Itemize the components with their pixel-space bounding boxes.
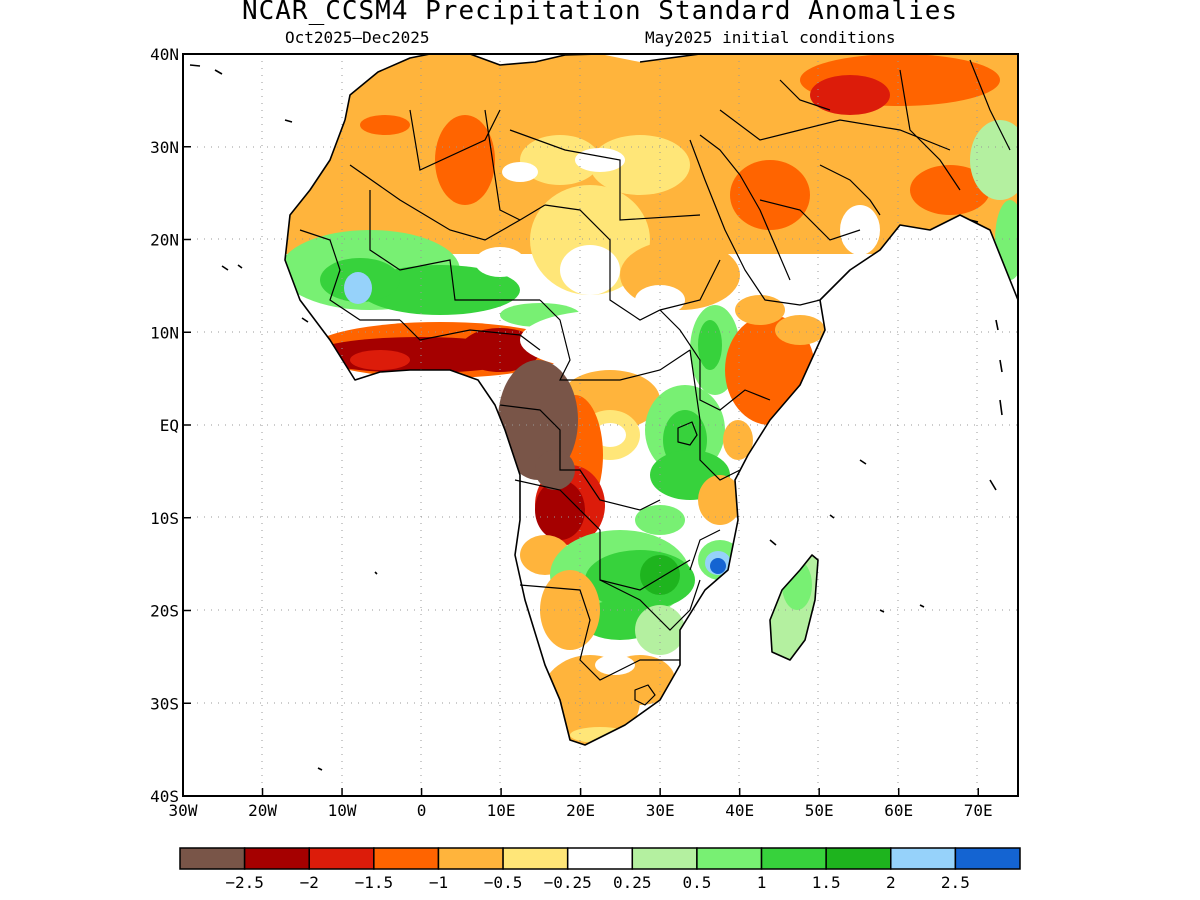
colorbar-swatch <box>826 848 891 869</box>
lon-tick-label: 10W <box>328 801 357 820</box>
lon-tick-label: 60E <box>884 801 913 820</box>
lat-tick-label: EQ <box>160 416 179 435</box>
lat-tick-label: 30S <box>150 694 179 713</box>
lon-tick-label: 10E <box>487 801 516 820</box>
lon-tick-label: 20E <box>566 801 595 820</box>
colorbar-swatch <box>245 848 310 869</box>
colorbar-label: −0.5 <box>484 873 523 892</box>
lon-tick-label: 40E <box>725 801 754 820</box>
lat-tick-label: 20S <box>150 602 179 621</box>
lat-tick-label: 30N <box>150 138 179 157</box>
colorbar-label: 0.5 <box>682 873 711 892</box>
lon-tick-label: 30E <box>646 801 675 820</box>
colorbar-swatch <box>374 848 439 869</box>
lon-tick-label: 0 <box>417 801 427 820</box>
colorbar-swatch <box>438 848 503 869</box>
lat-tick-label: 10S <box>150 509 179 528</box>
colorbar-label: −1 <box>429 873 448 892</box>
colorbar-label: 0.25 <box>613 873 652 892</box>
lon-tick-label: 70E <box>964 801 993 820</box>
colorbar-swatch <box>503 848 568 869</box>
colorbar-label: −0.25 <box>544 873 592 892</box>
colorbar-swatch <box>955 848 1020 869</box>
colorbar-swatch <box>891 848 956 869</box>
colorbar-swatch <box>180 848 245 869</box>
lon-tick-label: 20W <box>248 801 277 820</box>
colorbar-swatch <box>632 848 697 869</box>
colorbar-legend: −2.5 −2 −1.5 −1 −0.5 −0.25 0.25 0.5 1 1.5 2 2.5 <box>180 848 1020 892</box>
lon-tick-label: 30W <box>169 801 198 820</box>
colorbar-swatch <box>762 848 827 869</box>
colorbar-label: −2 <box>300 873 319 892</box>
map-frame-area <box>183 54 1030 796</box>
colorbar-swatch <box>568 848 633 869</box>
colorbar-label: 1 <box>757 873 767 892</box>
longitude-axis: 30W 20W 10W 0 10E 20E 30E 40E 50E 60E 70E <box>169 788 993 820</box>
lon-tick-label: 50E <box>805 801 834 820</box>
anomaly-map: 40N30N20N10NEQ10S20S30S40S 30W 20W 10W 0 10E… <box>0 0 1200 900</box>
colorbar-label: −1.5 <box>355 873 394 892</box>
precipitation-anomaly-field <box>183 54 1030 796</box>
colorbar-label: −2.5 <box>225 873 264 892</box>
colorbar-swatch <box>697 848 762 869</box>
lat-tick-label: 20N <box>150 231 179 250</box>
colorbar-swatch <box>309 848 374 869</box>
lat-tick-label: 10N <box>150 323 179 342</box>
colorbar-label: 1.5 <box>812 873 841 892</box>
colorbar-label: 2 <box>886 873 896 892</box>
lat-tick-label: 40N <box>150 45 179 64</box>
colorbar-label: 2.5 <box>941 873 970 892</box>
